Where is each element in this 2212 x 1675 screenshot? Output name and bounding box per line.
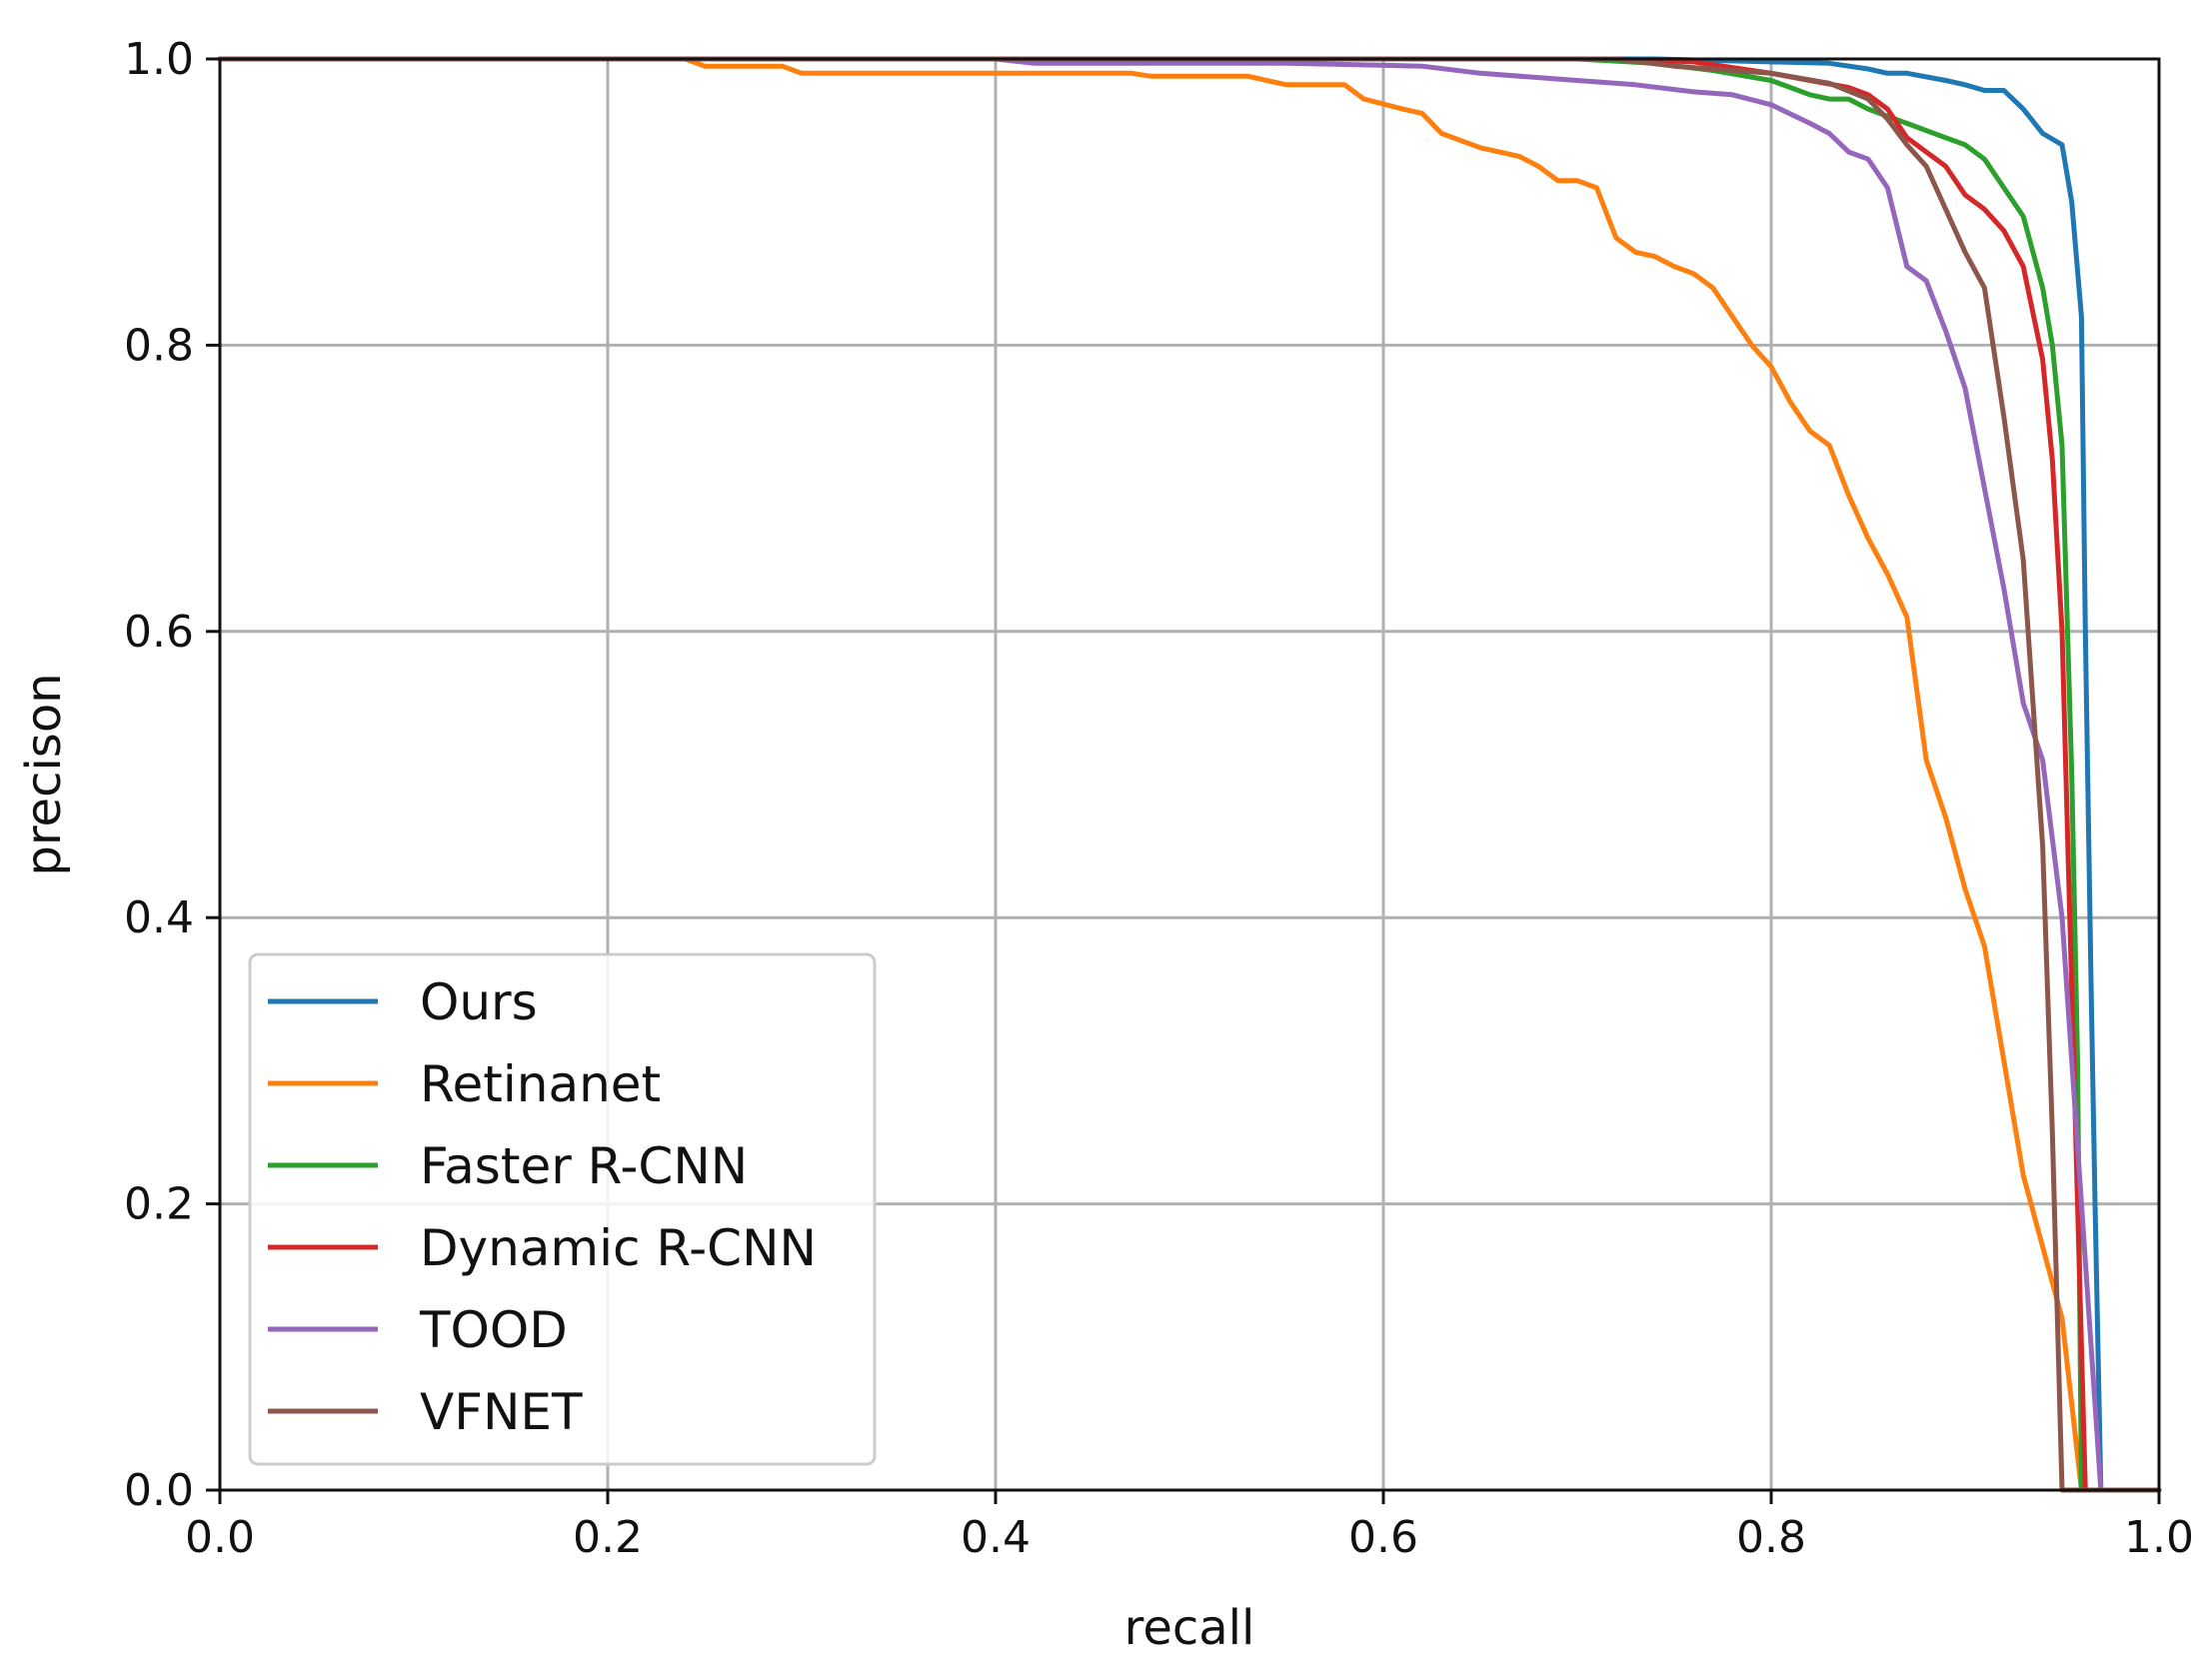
series-line-retinanet (217, 56, 2162, 1493)
legend-label-tood: TOOD (419, 1301, 568, 1359)
series-lines (217, 56, 2162, 1493)
legend-box (248, 952, 877, 1466)
y-axis-title: precison (16, 673, 72, 875)
y-tick-label: 0.8 (124, 320, 194, 371)
y-tick-label: 0.6 (124, 607, 194, 658)
legend-label-faster-r-cnn: Faster R-CNN (420, 1137, 748, 1195)
y-tick-label: 0.4 (124, 892, 194, 943)
x-axis-title: recall (1124, 1600, 1255, 1656)
x-tick-label: 0.8 (1736, 1512, 1806, 1563)
legend: Ours Retinanet Faster R-CNN Dynamic R-CNN TO… (248, 952, 877, 1466)
series-line-ours (217, 56, 2162, 1493)
legend-label-vfnet: VFNET (420, 1383, 583, 1441)
x-tick-label: 0.0 (185, 1512, 255, 1563)
y-tick-label: 0.2 (124, 1179, 194, 1230)
legend-label-ours: Ours (420, 973, 538, 1031)
plot-frame (218, 57, 2161, 1492)
legend-label-dynamic-r-cnn: Dynamic R-CNN (420, 1219, 817, 1277)
y-tick-label: 1.0 (124, 34, 194, 85)
y-tick-label: 0.0 (124, 1465, 194, 1516)
x-tick-label: 1.0 (2124, 1512, 2194, 1563)
axis-ticks: 0.0 0.2 0.4 0.6 0.8 1.0 0.0 0.2 0.4 0.6 0.8 1.0 (124, 34, 2194, 1563)
series-line-tood (217, 56, 2162, 1493)
x-tick-label: 0.6 (1348, 1512, 1418, 1563)
x-tick-label: 0.2 (573, 1512, 643, 1563)
x-tick-label: 0.4 (961, 1512, 1031, 1563)
series-line-vfnet (217, 56, 2162, 1493)
legend-label-retinanet: Retinanet (420, 1055, 661, 1113)
series-line-faster-r-cnn (217, 56, 2162, 1493)
